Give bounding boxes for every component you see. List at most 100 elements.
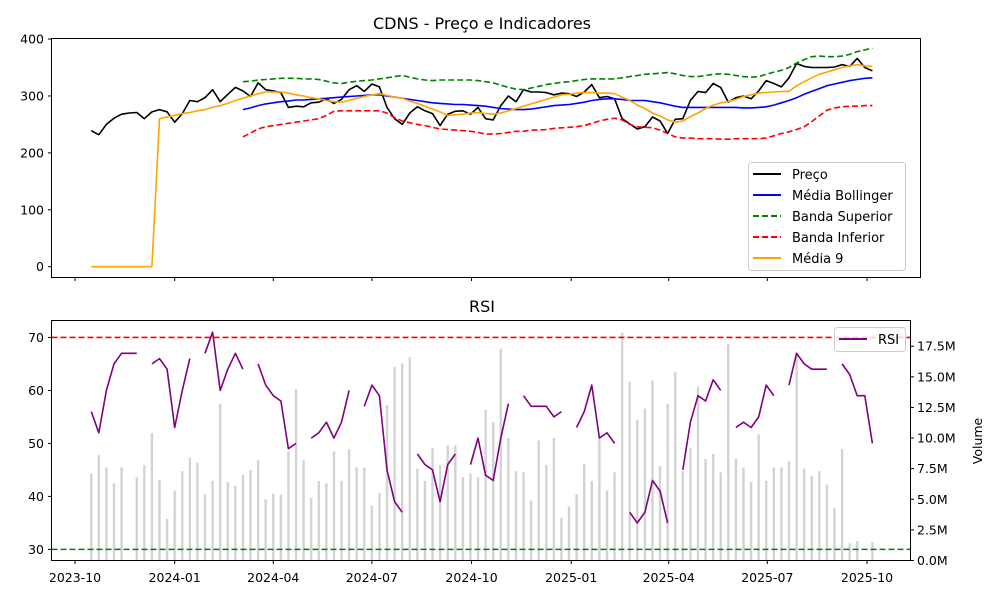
volume-bar (446, 445, 449, 561)
y-tick-label: 100 (20, 202, 44, 217)
volume-bar (385, 404, 389, 561)
legend-box (834, 327, 906, 352)
x-tick-label: 2023-10 (49, 570, 101, 585)
price-plot-area (90, 47, 873, 268)
volume-bar (545, 464, 548, 561)
volume-tick-label: 12.5M (917, 400, 956, 415)
volume-bar (264, 499, 267, 561)
volume-bar (636, 419, 639, 561)
volume-bar (272, 493, 275, 561)
legend-box (748, 162, 906, 271)
x-tick-label: 2024-07 (346, 570, 398, 585)
rsi-line (90, 331, 874, 524)
volume-bar (105, 467, 108, 561)
volume-bar (370, 505, 374, 561)
volume-bar (749, 482, 753, 561)
volume-tick-label: 15.0M (917, 369, 956, 384)
volume-bar (203, 494, 207, 561)
volume-bar (848, 543, 851, 561)
volume-bar (484, 409, 487, 561)
volume-bar (628, 381, 631, 561)
x-tick-label: 2025-04 (643, 570, 695, 585)
volume-bar (309, 498, 313, 561)
volume-bar (461, 477, 465, 561)
volume-bar (719, 472, 722, 561)
bollinger-mid-line (242, 77, 873, 111)
volume-bar (165, 518, 169, 561)
volume-bar (590, 480, 594, 561)
x-tick-label: 2024-04 (247, 570, 299, 585)
volume-bar (97, 455, 101, 561)
volume-bar (173, 490, 176, 561)
volume-bar (681, 471, 685, 561)
volume-bar (317, 480, 320, 561)
volume-bar (620, 332, 624, 561)
volume-bar (727, 343, 730, 561)
volume-bar (158, 479, 161, 561)
volume-bar (249, 469, 252, 561)
volume-axis-label: Volume (970, 417, 985, 464)
y-tick-label: 60 (28, 383, 44, 398)
volume-bar (135, 477, 138, 561)
volume-bar (188, 457, 192, 561)
volume-bar (583, 463, 586, 561)
x-tick-label: 2025-07 (741, 570, 793, 585)
volume-tick-label: 0.0M (917, 553, 948, 568)
volume-bar (150, 433, 154, 561)
volume-bar (226, 482, 229, 561)
volume-bar (871, 542, 874, 561)
legend-label-upper-band: Banda Superior (792, 210, 893, 225)
y-tick-label: 30 (28, 542, 44, 557)
volume-bar (840, 449, 844, 561)
volume-bar (90, 473, 93, 561)
volume-tick-label: 10.0M (917, 431, 956, 446)
legend-label-price: Preço (792, 168, 828, 183)
rsi-axis-ticks: 30 40 50 60 70 0.0M 2.5M 5.0M 7.5M 10.0M 12.5M 15.0… (28, 330, 956, 585)
volume-bar (355, 467, 358, 561)
legend-label-ma9: Média 9 (792, 252, 843, 267)
volume-bar (469, 473, 472, 561)
legend-label-rsi: RSI (878, 333, 899, 348)
rsi-axes-frame (51, 320, 911, 561)
volume-bar (287, 451, 290, 561)
volume-bar (696, 386, 700, 561)
volume-bar (658, 466, 662, 561)
volume-bar (401, 363, 404, 561)
volume-bar (537, 440, 540, 561)
volume-bar (181, 471, 184, 561)
volume-bar (757, 434, 760, 561)
volume-bar (196, 462, 199, 561)
volume-bar (332, 451, 336, 561)
volume-bar (598, 439, 601, 561)
volume-bar (833, 507, 836, 561)
volume-bar (567, 506, 571, 561)
lower-band-line (242, 104, 873, 140)
rsi-legend: RSI (834, 327, 906, 352)
legend-label-lower-band: Banda Inferior (792, 231, 885, 246)
volume-bar (393, 367, 396, 561)
x-tick-label: 2025-10 (841, 570, 893, 585)
x-tick-label: 2024-10 (445, 570, 497, 585)
volume-bar (605, 490, 609, 561)
volume-bar (112, 483, 116, 561)
volume-bar (492, 422, 495, 561)
y-tick-label: 70 (28, 330, 44, 345)
volume-tick-label: 5.0M (917, 492, 948, 507)
volume-bar (666, 403, 669, 561)
volume-bar (711, 453, 715, 561)
y-tick-label: 50 (28, 436, 44, 451)
rsi-plot-area (51, 331, 911, 561)
volume-bar (347, 449, 351, 561)
legend-label-bollinger-mid: Média Bollinger (792, 189, 893, 204)
price-legend: Preço Média Bollinger Banda Superior Ban… (748, 162, 906, 271)
y-tick-label: 400 (20, 32, 44, 47)
volume-bar (575, 494, 578, 561)
volume-bar (522, 472, 525, 561)
volume-bar (514, 471, 518, 561)
volume-bar (294, 389, 298, 561)
volume-tick-label: 2.5M (917, 522, 948, 537)
volume-bar (742, 467, 745, 561)
y-tick-label: 300 (20, 88, 44, 103)
volume-bar (234, 485, 237, 561)
volume-bar (476, 477, 480, 561)
